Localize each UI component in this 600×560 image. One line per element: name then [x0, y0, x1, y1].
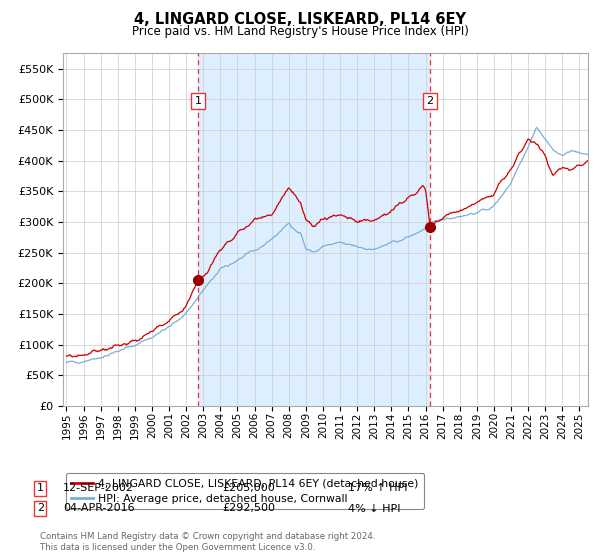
Text: 12-SEP-2002: 12-SEP-2002 [63, 483, 134, 493]
Text: 2: 2 [37, 503, 44, 514]
Bar [198, 53, 430, 406]
Text: Price paid vs. HM Land Registry's House Price Index (HPI): Price paid vs. HM Land Registry's House … [131, 25, 469, 38]
Text: Contains HM Land Registry data © Crown copyright and database right 2024.
This d: Contains HM Land Registry data © Crown c… [40, 531, 376, 553]
Text: £205,000: £205,000 [222, 483, 275, 493]
Text: 17% ↑ HPI: 17% ↑ HPI [348, 483, 407, 493]
Text: 1: 1 [37, 483, 44, 493]
Text: 2: 2 [427, 96, 434, 106]
Text: 4% ↓ HPI: 4% ↓ HPI [348, 503, 401, 514]
Text: £292,500: £292,500 [222, 503, 275, 514]
Text: 04-APR-2016: 04-APR-2016 [63, 503, 134, 514]
Text: 1: 1 [194, 96, 202, 106]
Text: 4, LINGARD CLOSE, LISKEARD, PL14 6EY: 4, LINGARD CLOSE, LISKEARD, PL14 6EY [134, 12, 466, 27]
Legend: 4, LINGARD CLOSE, LISKEARD, PL14 6EY (detached house), HPI: Average price, detac: 4, LINGARD CLOSE, LISKEARD, PL14 6EY (de… [66, 473, 424, 510]
